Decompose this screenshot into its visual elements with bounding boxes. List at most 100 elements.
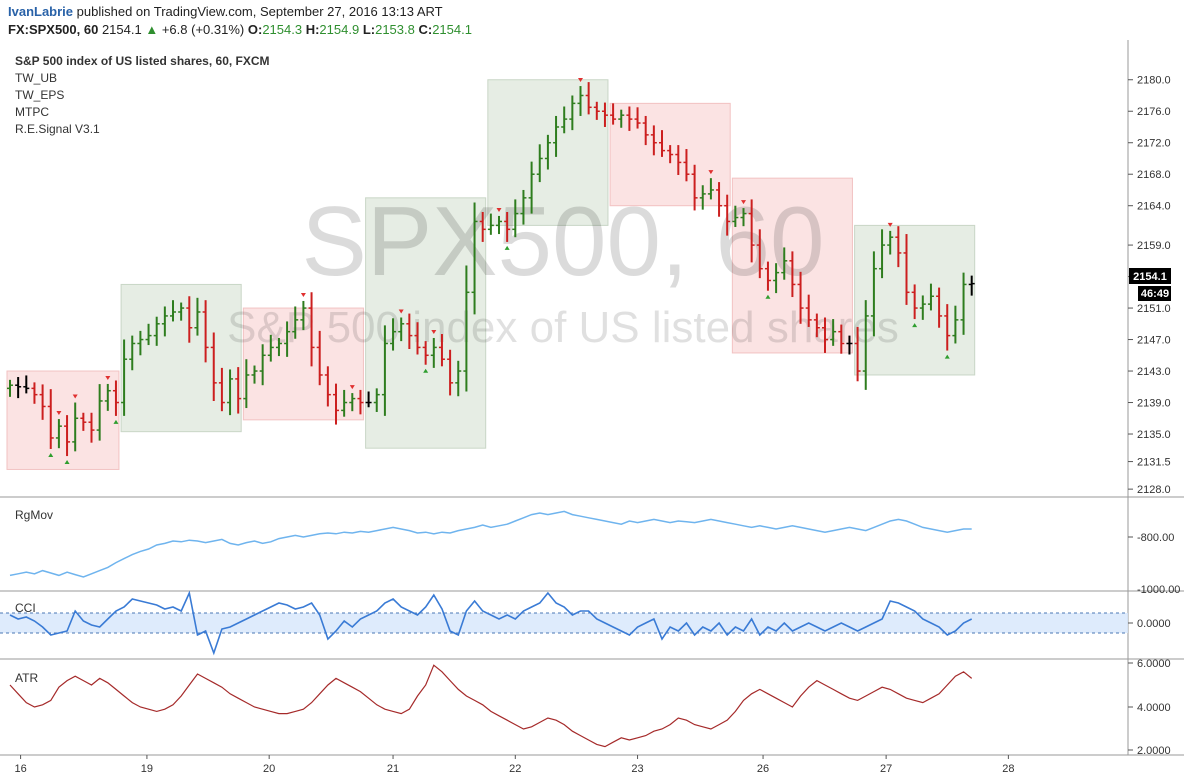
price-bar[interactable] [227, 369, 234, 416]
price-bar[interactable] [764, 261, 771, 291]
symbol-label[interactable]: FX:SPX500, 60 [8, 22, 99, 37]
price-bar[interactable] [846, 335, 853, 355]
price-bar[interactable] [561, 106, 568, 134]
price-bars[interactable] [7, 78, 975, 465]
price-bar[interactable] [373, 388, 380, 412]
price-bar[interactable] [455, 360, 462, 397]
price-bar[interactable] [813, 313, 820, 338]
price-bar[interactable] [683, 149, 690, 182]
price-bar[interactable] [740, 208, 747, 227]
price-bar[interactable] [862, 300, 869, 390]
price-bar[interactable] [870, 251, 877, 337]
price-bar[interactable] [161, 306, 168, 337]
rgmov-title[interactable]: RgMov [15, 508, 53, 522]
price-bar[interactable] [634, 107, 641, 129]
price-bar[interactable] [577, 86, 584, 116]
price-bar[interactable] [911, 284, 918, 320]
price-bar[interactable] [333, 383, 339, 425]
author-link[interactable]: IvanLabrie [8, 4, 74, 19]
price-bar[interactable] [104, 383, 111, 411]
price-bar[interactable] [259, 344, 266, 386]
price-bar[interactable] [137, 330, 144, 356]
price-bar[interactable] [267, 334, 274, 362]
price-bar[interactable] [194, 297, 201, 336]
price-bar[interactable] [447, 349, 454, 396]
price-bar[interactable] [80, 412, 87, 431]
price-bar[interactable] [593, 101, 600, 120]
price-bar[interactable] [601, 102, 608, 127]
legend-title[interactable]: S&P 500 index of US listed shares, 60, F… [15, 54, 270, 68]
price-bar[interactable] [121, 339, 128, 416]
price-bar[interactable] [496, 215, 502, 235]
price-bar[interactable] [430, 337, 437, 368]
legend-item-tw-ub[interactable]: TW_UB [15, 71, 57, 85]
price-bar[interactable] [944, 304, 951, 351]
price-bar[interactable] [72, 402, 79, 452]
price-bar[interactable] [300, 300, 307, 331]
price-bar[interactable] [960, 272, 967, 335]
price-bar[interactable] [381, 325, 388, 416]
price-bar[interactable] [129, 335, 136, 371]
price-bar[interactable] [936, 287, 943, 328]
price-bar[interactable] [64, 415, 71, 457]
price-bar[interactable] [275, 337, 282, 357]
price-bar[interactable] [357, 389, 364, 415]
price-bar[interactable] [341, 389, 348, 417]
price-bar[interactable] [170, 300, 176, 322]
price-bar[interactable] [903, 234, 910, 305]
price-axis[interactable]: 2180.02176.02172.02168.02164.02159.02155… [1128, 75, 1171, 496]
price-bar[interactable] [471, 202, 478, 315]
price-bar[interactable] [732, 205, 739, 227]
price-bar[interactable] [544, 134, 551, 170]
price-bar[interactable] [773, 263, 780, 294]
price-bar[interactable] [667, 145, 674, 164]
legend-item-re-signal[interactable]: R.E.Signal V3.1 [15, 122, 100, 136]
price-bar[interactable] [365, 391, 372, 408]
price-bar[interactable] [243, 359, 250, 409]
price-bar[interactable] [691, 164, 698, 211]
price-bar[interactable] [390, 318, 397, 351]
price-bar[interactable] [797, 271, 804, 324]
price-bar[interactable] [398, 317, 405, 342]
price-bar[interactable] [569, 95, 576, 131]
price-bar[interactable] [406, 313, 413, 349]
price-bar[interactable] [218, 367, 225, 412]
price-bar[interactable] [650, 125, 657, 156]
price-bar[interactable] [186, 296, 193, 343]
legend-item-tw-eps[interactable]: TW_EPS [15, 88, 64, 102]
price-bar[interactable] [422, 341, 429, 365]
price-bar[interactable] [659, 130, 665, 157]
price-bar[interactable] [438, 334, 445, 367]
price-bar[interactable] [153, 316, 160, 346]
price-bar[interactable] [830, 319, 837, 346]
price-bar[interactable] [748, 199, 755, 263]
price-bar[interactable] [23, 375, 30, 394]
price-bar[interactable] [487, 213, 494, 235]
price-bar[interactable] [781, 247, 788, 280]
price-bar[interactable] [88, 412, 95, 443]
price-bar[interactable] [528, 161, 535, 214]
price-bar[interactable] [699, 185, 706, 210]
price-bar[interactable] [202, 300, 209, 363]
price-bar[interactable] [39, 384, 46, 420]
price-bar[interactable] [887, 230, 894, 255]
price-bar[interactable] [7, 379, 13, 397]
price-bar[interactable] [235, 367, 242, 414]
price-bar[interactable] [879, 229, 886, 279]
price-bar[interactable] [716, 182, 723, 217]
price-bar[interactable] [707, 178, 714, 200]
price-bar[interactable] [618, 109, 625, 128]
price-bar[interactable] [553, 115, 560, 157]
price-bar[interactable] [308, 292, 315, 367]
price-bar[interactable] [284, 321, 291, 357]
price-bar[interactable] [610, 103, 617, 125]
price-bar[interactable] [642, 115, 649, 146]
price-bar[interactable] [520, 189, 527, 225]
atr-title[interactable]: ATR [15, 671, 38, 685]
price-bar[interactable] [822, 317, 828, 353]
price-bar[interactable] [55, 419, 62, 449]
price-bar[interactable] [145, 323, 152, 346]
price-bar[interactable] [112, 380, 119, 416]
price-bar[interactable] [463, 265, 470, 392]
price-bar[interactable] [96, 384, 103, 441]
